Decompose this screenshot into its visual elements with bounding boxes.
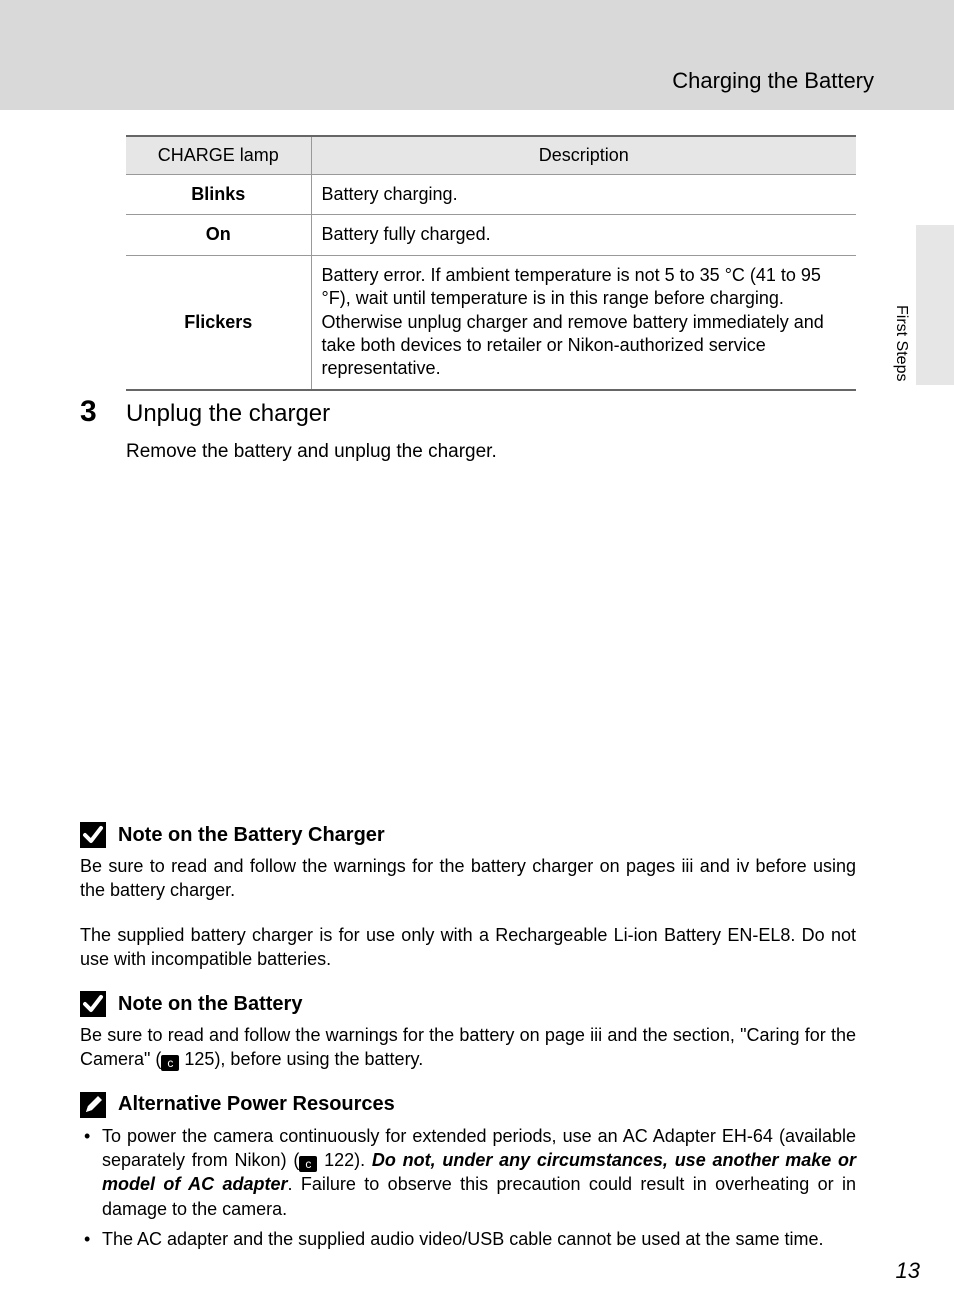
pencil-note-icon <box>80 1092 106 1118</box>
cell-lamp: Blinks <box>126 175 311 215</box>
alt-bullet-1: To power the camera continuously for ext… <box>80 1124 856 1221</box>
note-battery-head: Note on the Battery <box>80 991 856 1017</box>
table-header-desc: Description <box>311 136 856 175</box>
cell-lamp: On <box>126 215 311 255</box>
note-battery-title: Note on the Battery <box>118 993 302 1016</box>
step-title: Unplug the charger <box>126 400 330 428</box>
table-header-lamp: CHARGE lamp <box>126 136 311 175</box>
cell-desc: Battery charging. <box>311 175 856 215</box>
alt-bullets: To power the camera continuously for ext… <box>80 1124 856 1251</box>
notes-region: Note on the Battery Charger Be sure to r… <box>80 818 856 1257</box>
caution-check-icon <box>80 822 106 848</box>
cell-desc: Battery error. If ambient temperature is… <box>311 255 856 389</box>
table-row: Blinks Battery charging. <box>126 175 856 215</box>
step-body: Remove the battery and unplug the charge… <box>126 441 856 463</box>
alt-b1ref: 122). <box>317 1150 372 1170</box>
page-ref-icon: c <box>161 1055 179 1071</box>
cell-desc: Battery fully charged. <box>311 215 856 255</box>
note-alt-title: Alternative Power Resources <box>118 1093 395 1116</box>
note-charger-title: Note on the Battery Charger <box>118 824 385 847</box>
note-battery-p1ref: 125), before using the battery. <box>179 1049 423 1069</box>
charge-table-region: CHARGE lamp Description Blinks Battery c… <box>126 135 856 391</box>
table-row: Flickers Battery error. If ambient tempe… <box>126 255 856 389</box>
alt-bullet-2: The AC adapter and the supplied audio vi… <box>80 1227 856 1251</box>
step-block: 3 Unplug the charger Remove the battery … <box>80 395 856 463</box>
note-charger-p1: Be sure to read and follow the warnings … <box>80 854 856 903</box>
page-header-title: Charging the Battery <box>672 68 874 94</box>
note-battery-p1: Be sure to read and follow the warnings … <box>80 1023 856 1072</box>
cell-lamp: Flickers <box>126 255 311 389</box>
page-number: 13 <box>896 1258 920 1284</box>
note-charger-head: Note on the Battery Charger <box>80 822 856 848</box>
page: Charging the Battery First Steps CHARGE … <box>0 0 954 1314</box>
step-number: 3 <box>80 395 126 429</box>
side-section-label: First Steps <box>892 305 910 381</box>
page-ref-icon: c <box>299 1156 317 1172</box>
note-alt-head: Alternative Power Resources <box>80 1092 856 1118</box>
charge-lamp-table: CHARGE lamp Description Blinks Battery c… <box>126 135 856 391</box>
side-thumb-tab <box>916 225 954 385</box>
table-row: On Battery fully charged. <box>126 215 856 255</box>
note-charger-p2: The supplied battery charger is for use … <box>80 923 856 972</box>
caution-check-icon <box>80 991 106 1017</box>
